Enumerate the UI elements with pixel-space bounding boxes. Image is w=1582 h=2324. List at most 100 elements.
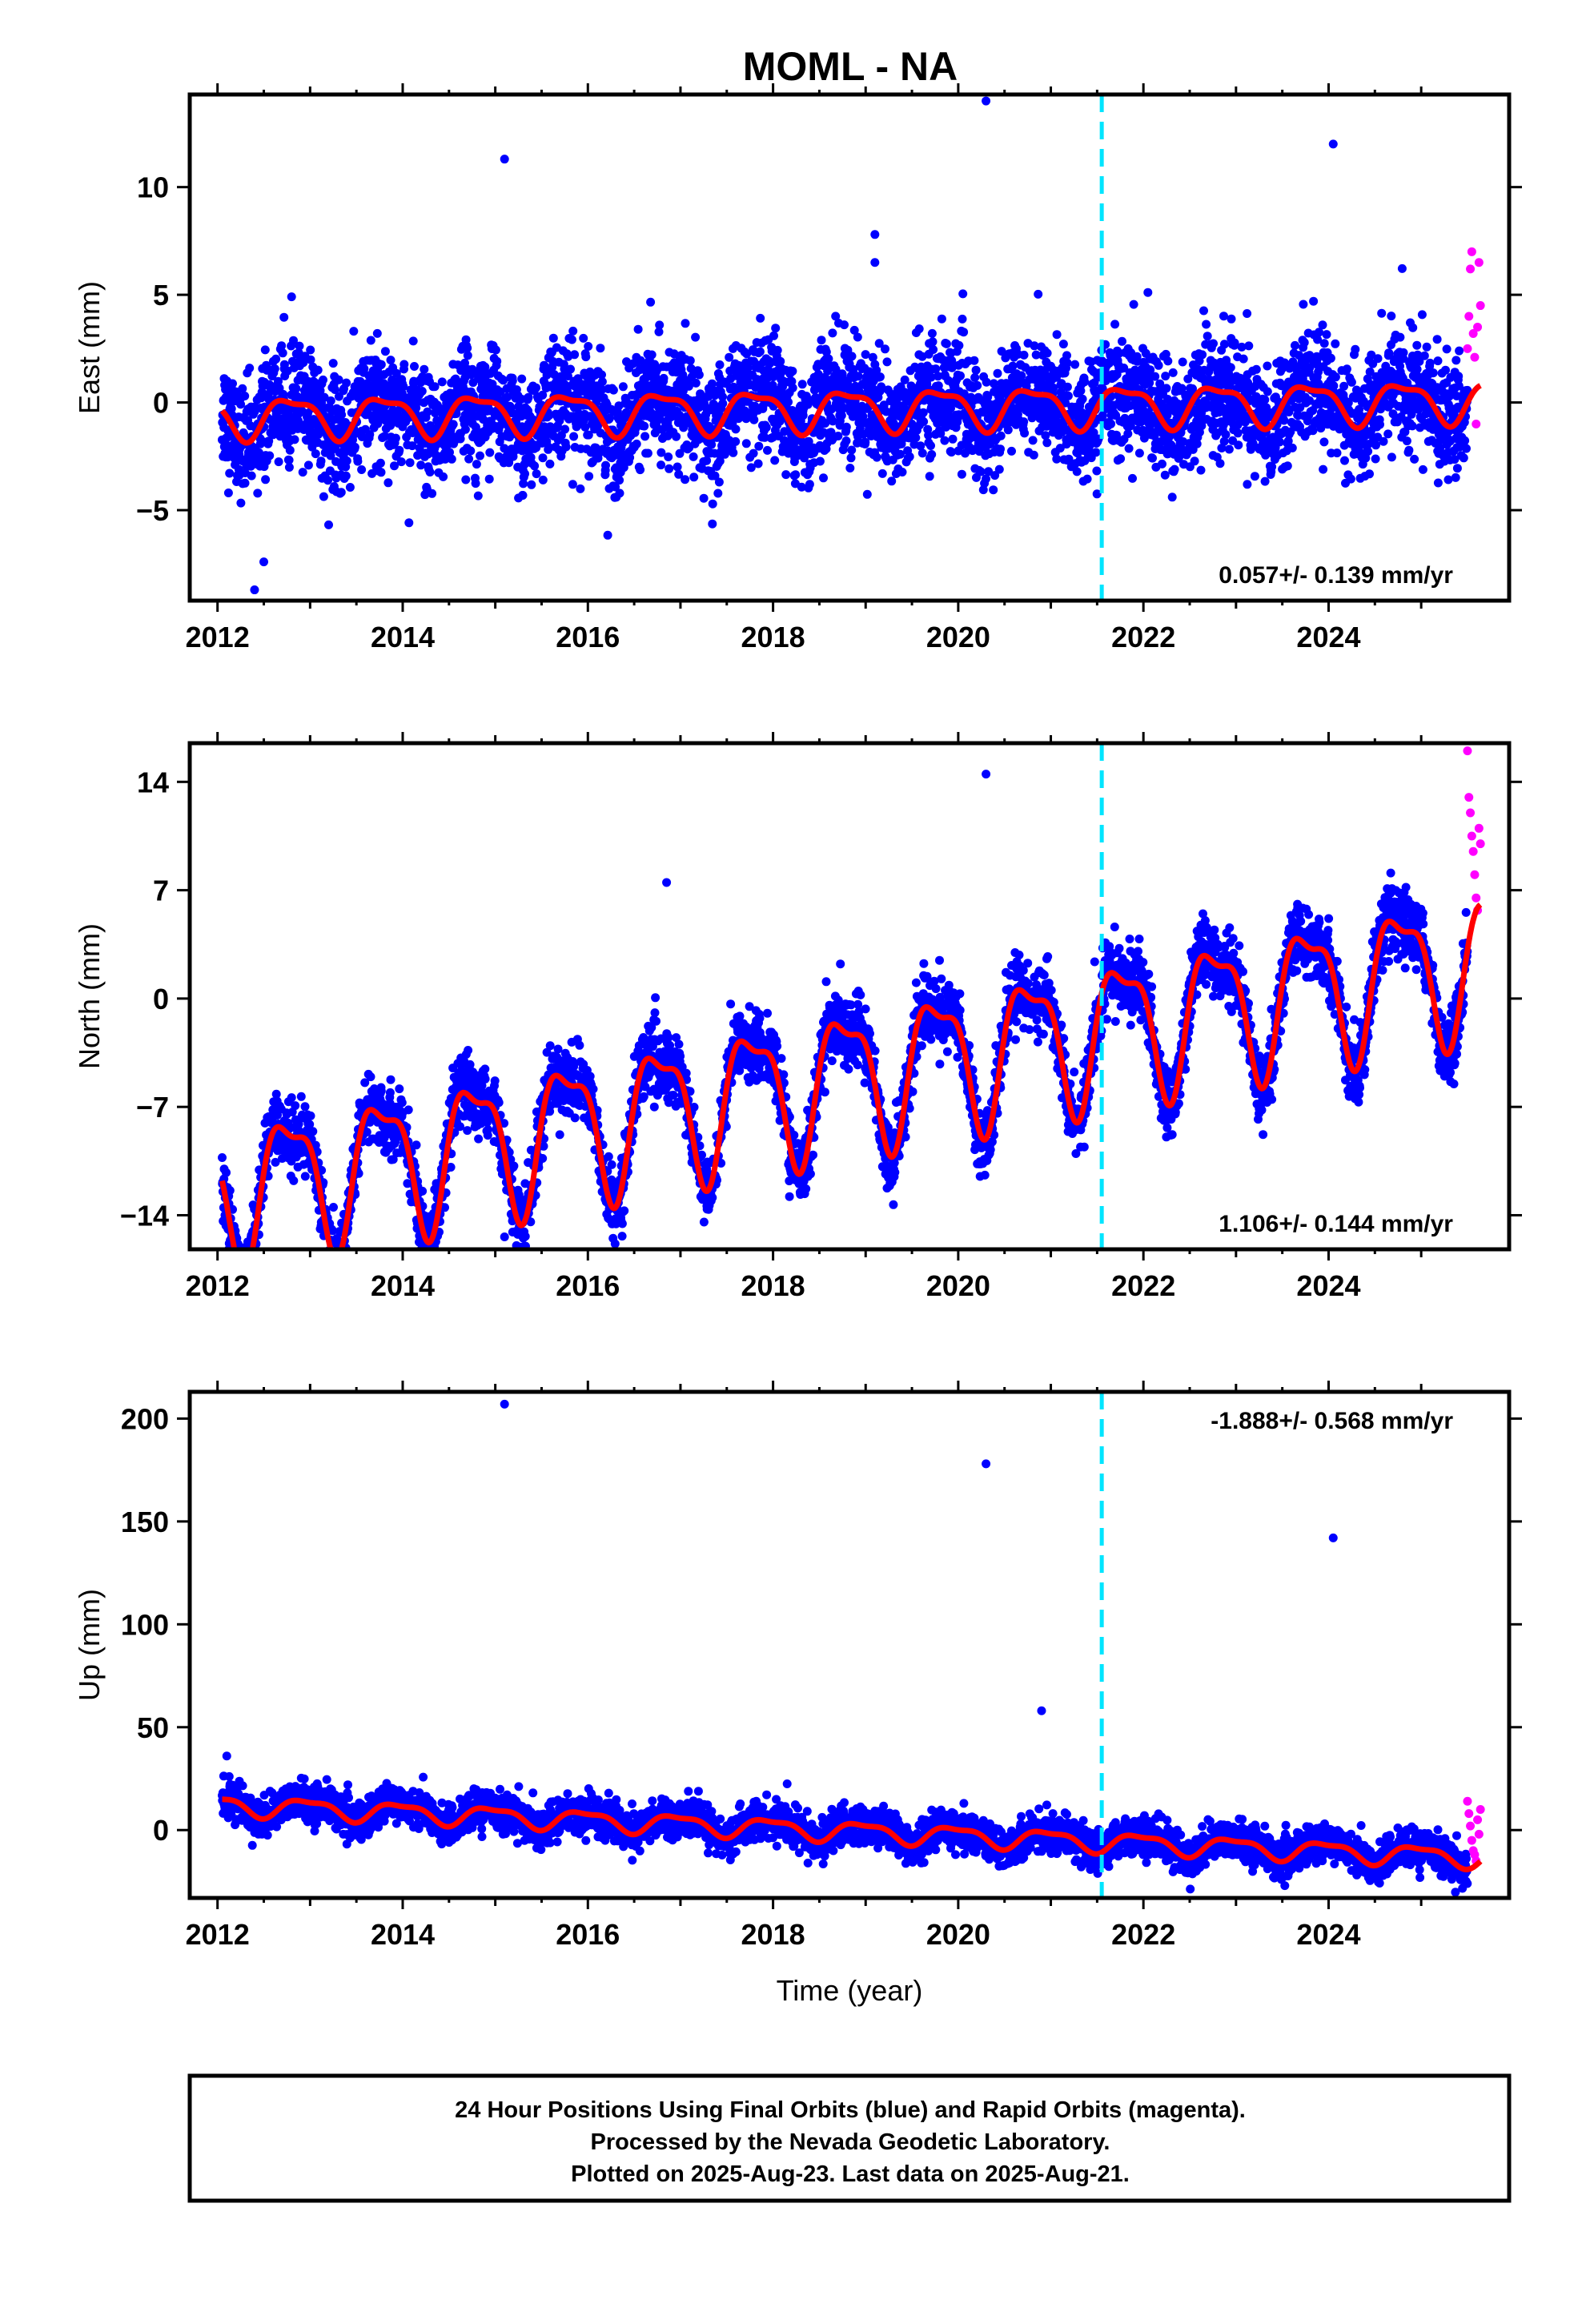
data-point <box>1034 289 1043 299</box>
data-point <box>636 465 645 475</box>
data-point <box>1174 451 1184 460</box>
data-point <box>311 449 320 459</box>
data-point <box>527 480 536 489</box>
data-point <box>328 1265 337 1274</box>
data-point <box>1407 409 1416 419</box>
data-point <box>584 430 593 440</box>
data-point <box>1435 436 1445 445</box>
data-point <box>914 324 924 334</box>
data-point <box>679 423 689 432</box>
data-point <box>1003 425 1013 435</box>
data-point <box>325 1261 334 1270</box>
data-point <box>1387 452 1396 462</box>
data-point <box>296 1092 306 1101</box>
data-point <box>365 430 375 440</box>
data-point <box>655 414 665 424</box>
data-point <box>940 436 950 445</box>
y-tick-label: 0 <box>153 387 169 420</box>
data-point <box>530 461 540 471</box>
data-point <box>349 327 359 336</box>
data-point <box>1192 439 1202 448</box>
data-point <box>1299 338 1309 348</box>
rapid-point <box>1466 264 1476 274</box>
data-point <box>611 482 620 492</box>
data-point <box>931 364 941 374</box>
data-point <box>1263 387 1272 396</box>
data-point <box>326 1267 335 1276</box>
data-point <box>1319 339 1329 348</box>
data-point <box>1119 364 1129 372</box>
data-point <box>1062 382 1072 392</box>
data-point <box>731 436 741 446</box>
data-point <box>567 335 576 344</box>
data-point <box>954 340 964 350</box>
data-point <box>1158 459 1166 468</box>
data-point <box>1020 428 1030 438</box>
data-point <box>989 379 998 388</box>
data-point <box>241 1261 250 1269</box>
data-point <box>959 328 969 337</box>
data-point <box>1371 454 1380 464</box>
data-point <box>707 440 717 449</box>
data-point <box>753 459 763 468</box>
data-point <box>277 341 287 351</box>
data-point <box>249 1260 258 1269</box>
data-point <box>254 448 263 457</box>
data-point <box>916 441 926 451</box>
data-point <box>1163 395 1172 404</box>
data-point <box>291 384 301 393</box>
data-point <box>897 468 907 476</box>
data-point <box>1062 358 1072 368</box>
data-point <box>1120 413 1130 423</box>
data-point <box>1460 436 1470 445</box>
data-point <box>1042 438 1052 448</box>
data-point <box>323 476 332 485</box>
data-point <box>396 457 406 467</box>
data-point <box>1019 417 1029 427</box>
data-point <box>1116 454 1126 464</box>
data-point <box>1387 312 1396 321</box>
data-point <box>289 336 298 345</box>
rapid-point <box>1470 352 1480 362</box>
data-point <box>316 456 326 466</box>
data-point <box>845 464 855 472</box>
data-point <box>1342 364 1351 374</box>
data-point <box>239 1261 248 1270</box>
data-point <box>875 372 885 382</box>
data-point <box>831 312 841 321</box>
data-point <box>656 448 666 457</box>
data-point <box>797 482 806 492</box>
data-point <box>596 344 605 353</box>
data-point <box>1030 341 1039 351</box>
data-point <box>654 327 664 336</box>
data-point <box>1209 339 1218 348</box>
data-point <box>353 456 363 466</box>
data-point <box>319 492 328 501</box>
data-point <box>271 1089 281 1099</box>
data-point <box>1384 348 1394 358</box>
data-point <box>271 1157 280 1167</box>
data-point <box>218 1153 227 1162</box>
data-point <box>729 448 738 457</box>
data-point <box>982 474 990 484</box>
data-point <box>518 491 528 500</box>
data-point <box>1224 444 1234 454</box>
data-point <box>410 362 419 371</box>
data-point <box>840 320 849 330</box>
data-point <box>1260 476 1270 486</box>
data-point <box>769 331 778 340</box>
data-point <box>1203 332 1212 341</box>
data-point <box>708 499 717 509</box>
data-point <box>1202 320 1211 329</box>
data-point <box>828 328 837 338</box>
data-point <box>1007 446 1016 456</box>
data-point <box>1078 394 1087 404</box>
data-point <box>1263 361 1272 371</box>
data-point <box>1150 372 1160 381</box>
data-point <box>584 342 593 351</box>
data-point <box>1199 306 1208 316</box>
data-point <box>330 385 339 394</box>
data-point <box>1450 455 1460 464</box>
data-point <box>718 392 727 401</box>
data-point <box>900 375 909 384</box>
